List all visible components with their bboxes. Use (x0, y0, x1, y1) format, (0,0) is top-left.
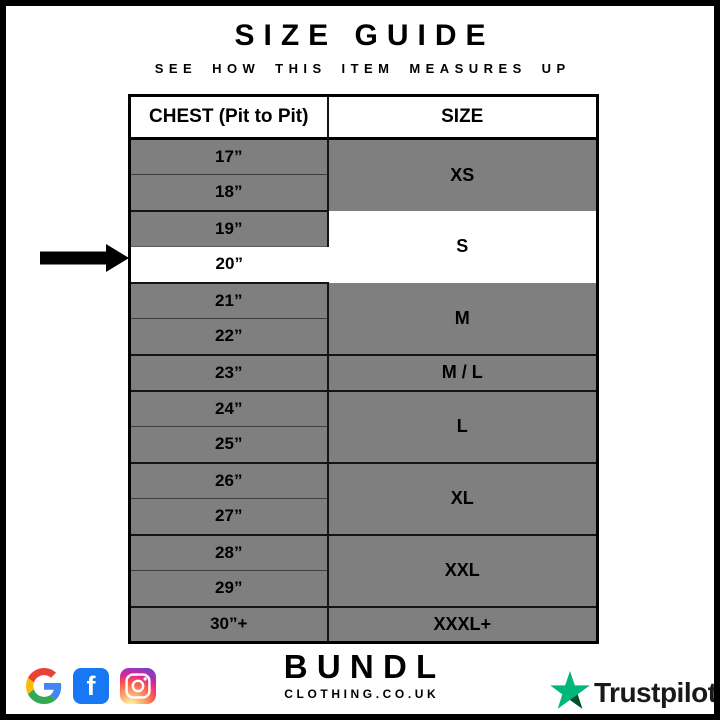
size-cell: L (327, 389, 598, 463)
size-cell: XXXL+ (327, 605, 598, 643)
table-row: 25” (129, 426, 598, 463)
google-icon[interactable] (26, 668, 62, 704)
size-cell: XL (327, 461, 598, 535)
chest-cell: 27” (129, 498, 329, 535)
table-header-row: CHEST (Pit to Pit) SIZE (129, 95, 598, 140)
chest-cell: 18” (129, 174, 329, 211)
table-row: 26” XL (129, 461, 598, 535)
table-row: 20” (129, 246, 598, 283)
brand-name: BUNDL (283, 648, 446, 685)
trustpilot-star-icon (550, 671, 590, 709)
chest-cell: 26” (129, 461, 329, 499)
page-title: SIZE GUIDE (234, 19, 495, 52)
table-row: 17” XS (129, 137, 598, 211)
table-row: 28” XXL (129, 533, 598, 607)
chest-cell: 29” (129, 570, 329, 607)
chest-cell: 25” (129, 426, 329, 463)
size-cell: M (327, 282, 598, 355)
table-row: 29” (129, 570, 598, 607)
table-row: 27” (129, 498, 598, 535)
chest-cell: 20” (129, 246, 328, 283)
size-cell: S (327, 210, 598, 283)
chest-cell: 22” (129, 318, 329, 355)
table-row: 23” M / L (129, 353, 598, 391)
size-cell: M / L (327, 353, 598, 391)
page-subtitle: SEE HOW THIS ITEM MEASURES UP (154, 61, 571, 76)
table-row: 22” (129, 318, 598, 355)
brand-domain: CLOTHING.CO.UK (284, 686, 440, 701)
size-cell: XS (327, 137, 598, 211)
trustpilot-label: Trustpilot (594, 676, 717, 708)
size-guide-table: CHEST (Pit to Pit) SIZE 17” XS 18” 19” S 20” 2… (128, 94, 599, 644)
size-cell: XXL (327, 533, 598, 607)
size-column-header: SIZE (327, 95, 598, 140)
instagram-icon[interactable] (120, 668, 156, 704)
trustpilot-logo[interactable]: Trustpilot (550, 671, 717, 709)
chest-cell: 23” (129, 353, 329, 391)
highlight-arrow-icon (40, 244, 129, 272)
table-row: 19” S (129, 209, 598, 283)
brand-logo: BUNDL CLOTHING.CO.UK (6, 648, 714, 701)
chest-column-header: CHEST (Pit to Pit) (129, 95, 329, 140)
chest-cell: 21” (129, 281, 329, 319)
facebook-icon[interactable]: f (73, 668, 109, 704)
table-row: 21” M (129, 281, 598, 355)
chest-cell: 30”+ (129, 605, 329, 643)
table-row: 30”+ XXXL+ (129, 605, 598, 643)
chest-cell: 19” (129, 209, 329, 247)
facebook-letter: f (86, 670, 96, 701)
social-icons: f (26, 668, 156, 704)
chest-cell: 17” (129, 137, 329, 175)
table-row: 18” (129, 174, 598, 211)
size-table-body: 17” XS 18” 19” S 20” 21” M 22” 23” M / L 24” L 25” 26”… (129, 137, 598, 643)
table-row: 24” L (129, 389, 598, 463)
chest-cell: 28” (129, 533, 329, 571)
chest-cell: 24” (129, 389, 329, 427)
